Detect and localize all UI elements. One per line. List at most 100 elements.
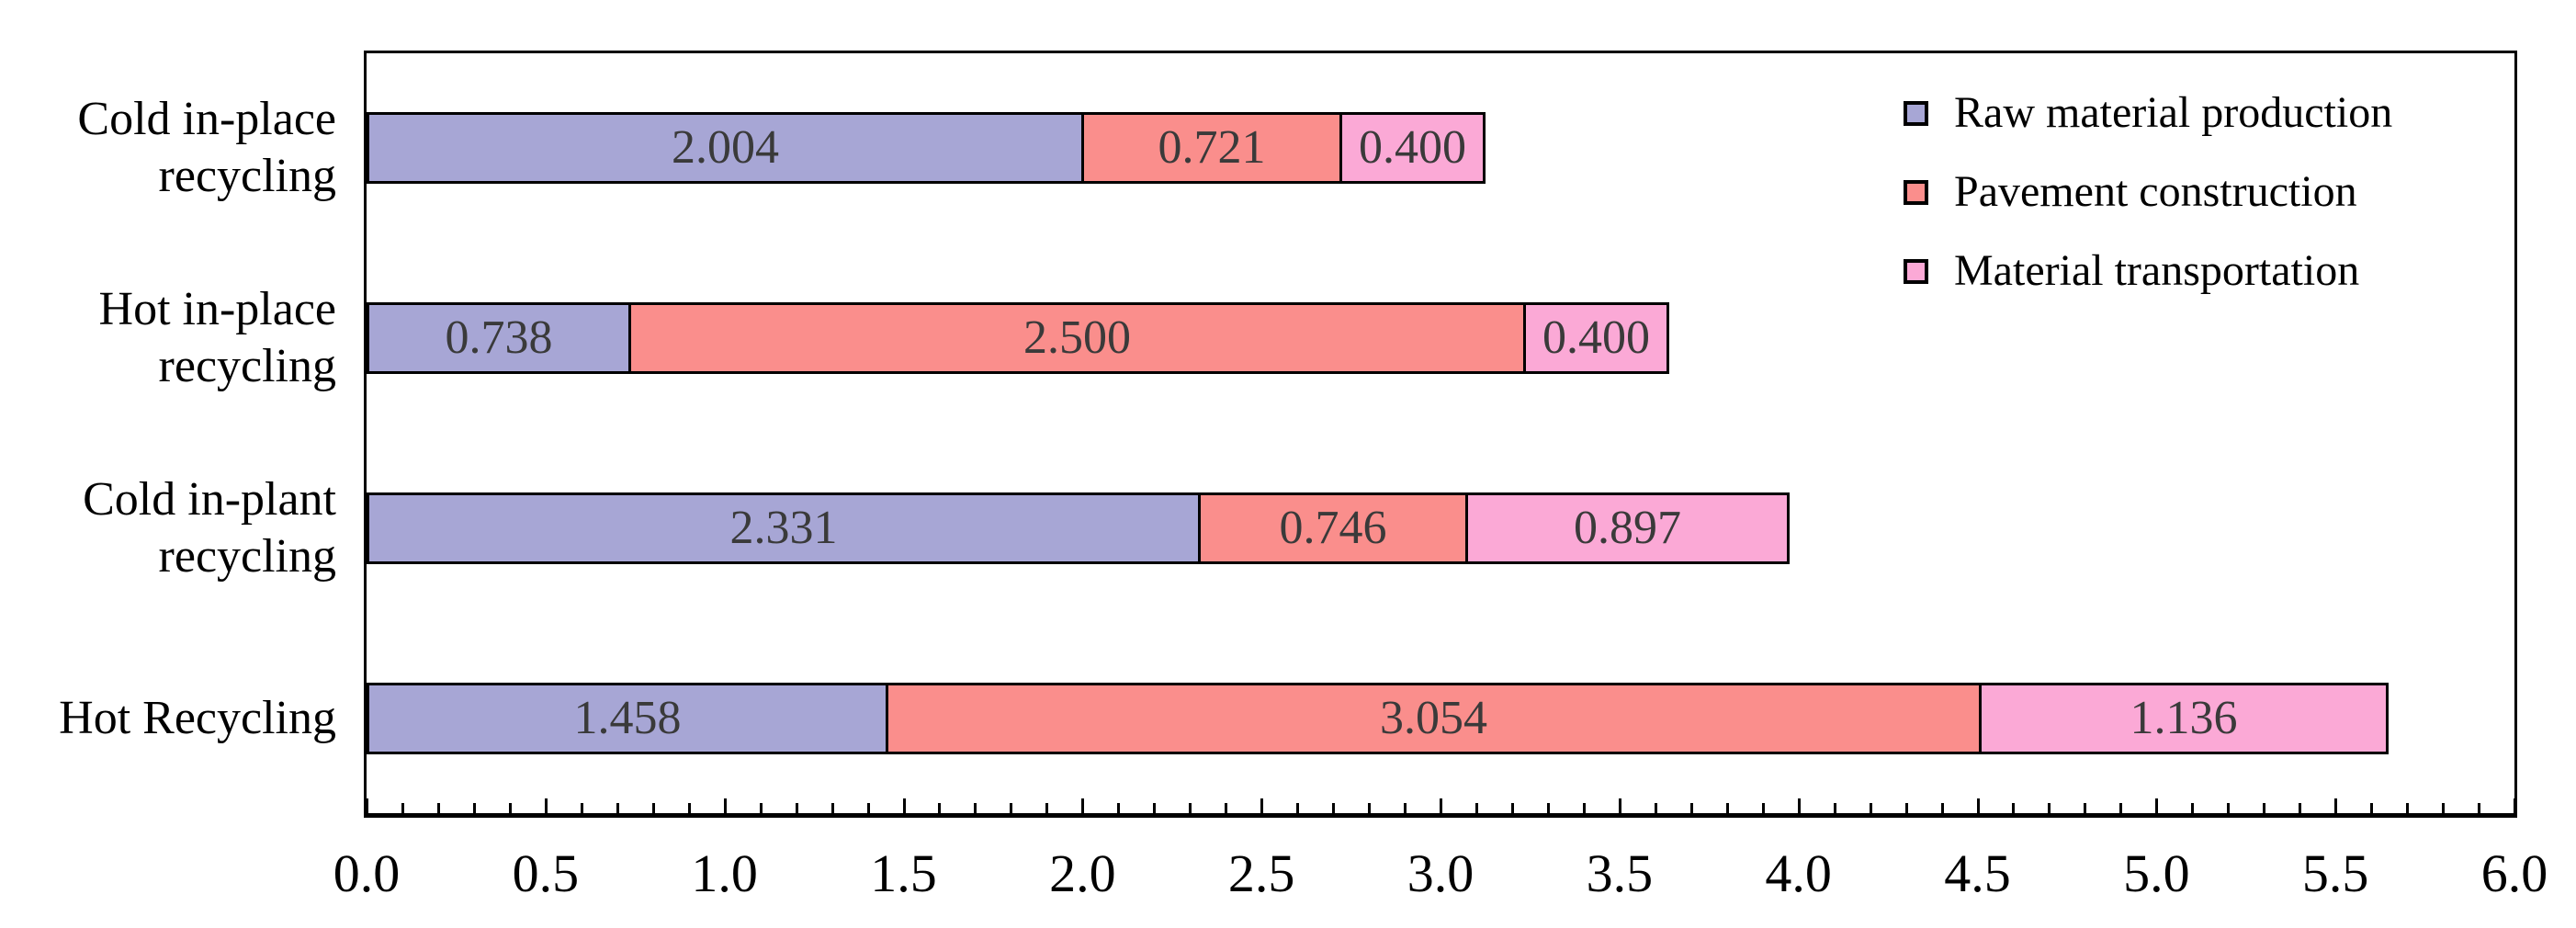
x-axis-minor-tick xyxy=(616,803,619,813)
x-axis-major-tick xyxy=(1977,798,1980,813)
x-axis-minor-tick xyxy=(652,803,655,813)
x-axis-major-tick xyxy=(2514,798,2516,813)
x-axis-major-tick xyxy=(1081,798,1084,813)
x-axis-minor-tick xyxy=(1762,803,1765,813)
bar-value-label: 0.400 xyxy=(1542,311,1650,364)
x-axis-minor-tick xyxy=(1583,803,1586,813)
x-axis-minor-tick xyxy=(2048,803,2051,813)
bar-value-label: 0.738 xyxy=(445,311,553,364)
bar-value-label: 3.054 xyxy=(1380,692,1487,744)
x-axis-major-tick xyxy=(724,798,727,813)
bar-segment: 0.400 xyxy=(1339,112,1486,184)
x-axis-minor-tick xyxy=(938,803,941,813)
x-axis-major-tick xyxy=(1440,798,1442,813)
x-axis-minor-tick xyxy=(2084,803,2086,813)
x-axis-minor-tick xyxy=(2370,803,2373,813)
legend: Raw material production Pavement constru… xyxy=(1904,88,2392,296)
x-axis-minor-tick xyxy=(688,803,691,813)
x-axis-minor-tick xyxy=(2299,803,2301,813)
x-axis-minor-tick xyxy=(1475,803,1478,813)
x-axis-minor-tick xyxy=(581,803,583,813)
x-axis-tick-label: 5.0 xyxy=(2123,843,2190,903)
category-label: Hot Recycling xyxy=(59,691,336,744)
legend-swatch-material-transportation xyxy=(1904,258,1928,284)
bar-value-label: 0.721 xyxy=(1158,121,1266,174)
bar-value-label: 1.136 xyxy=(2130,692,2238,744)
x-axis-minor-tick xyxy=(2227,803,2230,813)
x-axis-minor-tick xyxy=(831,803,834,813)
x-axis-minor-tick xyxy=(1870,803,1872,813)
x-axis-minor-tick xyxy=(1404,803,1407,813)
bar-value-label: 0.897 xyxy=(1574,502,1681,554)
x-axis-tick-label: 6.0 xyxy=(2480,843,2548,903)
category-label: Hot in-place recycling xyxy=(98,283,336,393)
bar-value-label: 2.500 xyxy=(1023,311,1131,364)
x-axis-minor-tick xyxy=(1332,803,1335,813)
x-axis-major-tick xyxy=(366,798,368,813)
bar-value-label: 0.746 xyxy=(1279,502,1387,554)
x-axis-minor-tick xyxy=(1010,803,1012,813)
bar-segment: 0.400 xyxy=(1523,302,1669,374)
bar-value-label: 2.004 xyxy=(672,121,779,174)
x-axis-tick-label: 0.5 xyxy=(512,843,580,903)
x-axis-major-tick xyxy=(903,798,906,813)
x-axis-tick-label: 3.5 xyxy=(1586,843,1654,903)
bar-segment: 1.136 xyxy=(1979,683,2389,754)
x-axis-minor-tick xyxy=(1726,803,1729,813)
x-axis-minor-tick xyxy=(2406,803,2409,813)
x-axis-tick-label: 2.5 xyxy=(1227,843,1295,903)
x-axis-minor-tick xyxy=(1153,803,1156,813)
x-axis-major-tick xyxy=(1619,798,1621,813)
x-axis-minor-tick xyxy=(2263,803,2265,813)
x-axis-minor-tick xyxy=(437,803,440,813)
x-axis-minor-tick xyxy=(1296,803,1299,813)
bar-segment: 2.331 xyxy=(367,492,1201,564)
x-axis-minor-tick xyxy=(1368,803,1371,813)
x-axis-minor-tick xyxy=(1511,803,1514,813)
bar-segment: 0.746 xyxy=(1198,492,1468,564)
x-axis-minor-tick xyxy=(796,803,798,813)
x-axis-minor-tick xyxy=(401,803,404,813)
legend-label: Material transportation xyxy=(1954,246,2360,295)
x-axis-major-tick xyxy=(2155,798,2158,813)
legend-swatch-pavement-construction xyxy=(1904,179,1928,205)
x-axis-minor-tick xyxy=(509,803,512,813)
bar-segment: 0.897 xyxy=(1465,492,1790,564)
category-label: Cold in-plant recycling xyxy=(83,472,336,583)
bar-segment: 0.721 xyxy=(1081,112,1342,184)
x-axis-major-tick xyxy=(545,798,548,813)
x-axis-minor-tick xyxy=(1905,803,1908,813)
x-axis-minor-tick xyxy=(1834,803,1836,813)
x-axis-tick-label: 0.0 xyxy=(333,843,401,903)
plot-area: 2.004 0.721 0.400 0.738 2.500 0.400 2.331 0.746… xyxy=(364,51,2517,818)
legend-item-raw-material-production: Raw material production xyxy=(1904,88,2392,138)
x-axis-minor-tick xyxy=(2191,803,2194,813)
category-label: Cold in-place recycling xyxy=(77,93,336,203)
x-axis-minor-tick xyxy=(2478,803,2480,813)
bar-value-label: 0.400 xyxy=(1359,121,1466,174)
bar-segment: 3.054 xyxy=(886,683,1982,754)
x-axis-tick-label: 3.0 xyxy=(1407,843,1474,903)
x-axis-minor-tick xyxy=(867,803,870,813)
x-axis-minor-tick xyxy=(974,803,977,813)
x-axis-tick-label: 2.0 xyxy=(1049,843,1116,903)
x-axis-minor-tick xyxy=(760,803,763,813)
x-axis-major-tick xyxy=(2334,798,2337,813)
x-axis-major-tick xyxy=(1260,798,1263,813)
x-axis-tick-label: 1.0 xyxy=(691,843,758,903)
x-axis-minor-tick xyxy=(1690,803,1693,813)
x-axis-tick-label: 4.0 xyxy=(1765,843,1832,903)
x-axis-tick-label: 1.5 xyxy=(870,843,937,903)
x-axis-minor-tick xyxy=(1189,803,1192,813)
x-axis-minor-tick xyxy=(1045,803,1048,813)
x-axis-minor-tick xyxy=(1225,803,1227,813)
x-axis-minor-tick xyxy=(2012,803,2015,813)
legend-label: Pavement construction xyxy=(1954,167,2357,216)
legend-item-material-transportation: Material transportation xyxy=(1904,246,2392,296)
bar-segment: 1.458 xyxy=(367,683,888,754)
legend-label: Raw material production xyxy=(1954,88,2393,137)
bar-value-label: 2.331 xyxy=(729,502,838,554)
x-axis-minor-tick xyxy=(1547,803,1550,813)
x-axis-tick-label: 5.5 xyxy=(2301,843,2369,903)
